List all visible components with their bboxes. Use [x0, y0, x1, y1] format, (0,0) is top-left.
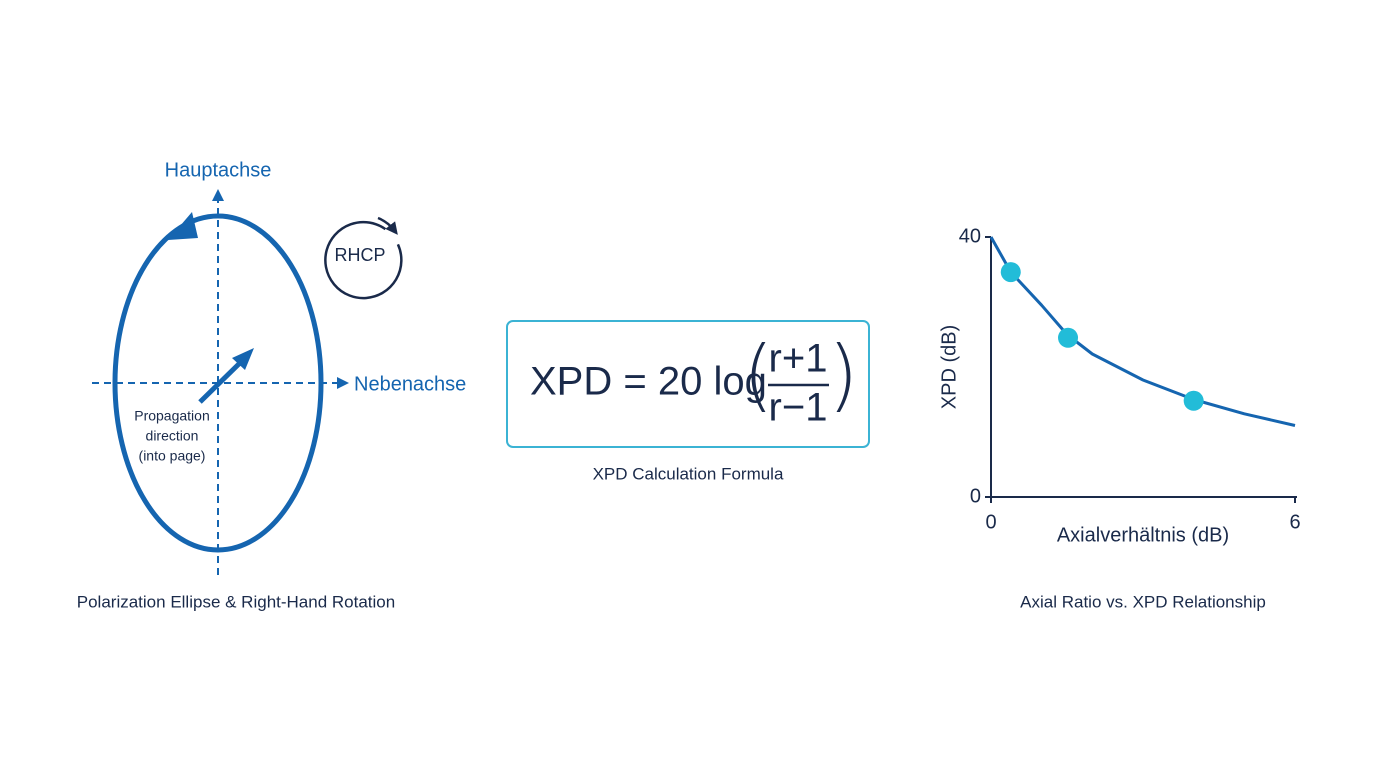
- chart-title: Axial Ratio vs. XPD Relationship: [1020, 592, 1266, 611]
- formula-lhs: XPD = 20 log: [530, 360, 767, 404]
- y-tick-label: 40: [959, 225, 981, 247]
- x-tick-label: 0: [985, 511, 996, 533]
- x-tick-label: 6: [1289, 511, 1300, 533]
- propagation-arrow: [198, 356, 247, 404]
- data-line: [989, 236, 1296, 427]
- propagation-label: Propagation: [134, 408, 210, 424]
- y-axis-label: XPD (dB): [938, 325, 960, 409]
- rotation-arrowhead: [168, 212, 198, 240]
- major-axis-label: Hauptachse: [165, 159, 272, 181]
- x-axis-label: Axialverhältnis (dB): [1057, 524, 1229, 546]
- chart: Axialverhältnis (dB) XPD (dB) Axial Rati…: [938, 225, 1300, 611]
- propagation-label: (into page): [139, 448, 206, 464]
- minor-axis-label: Nebenachse: [354, 373, 466, 395]
- propagation-arrowhead: [232, 348, 254, 370]
- formula-denominator: r−1: [769, 386, 828, 430]
- data-point: [1000, 262, 1021, 283]
- data-point: [1058, 327, 1079, 348]
- rhcp-label: RHCP: [334, 245, 385, 265]
- ellipse-diagram: Hauptachse Nebenachse Propagation direct…: [77, 159, 467, 611]
- formula-box: [506, 320, 870, 448]
- formula: XPD = 20 log ( r+1 r−1 ) XPD Calculation…: [506, 320, 870, 483]
- data-point: [1183, 390, 1204, 411]
- paren: (: [743, 331, 773, 421]
- paren: ): [828, 331, 858, 421]
- rhcp-circle: [324, 220, 403, 300]
- formula-numerator: r+1: [769, 337, 828, 381]
- y-tick-label: 0: [970, 485, 981, 507]
- diagram-caption: Polarization Ellipse & Right-Hand Rotati…: [77, 592, 395, 611]
- propagation-label: direction: [146, 428, 199, 444]
- formula-caption: XPD Calculation Formula: [593, 464, 784, 483]
- rhcp-arrow: [377, 216, 398, 235]
